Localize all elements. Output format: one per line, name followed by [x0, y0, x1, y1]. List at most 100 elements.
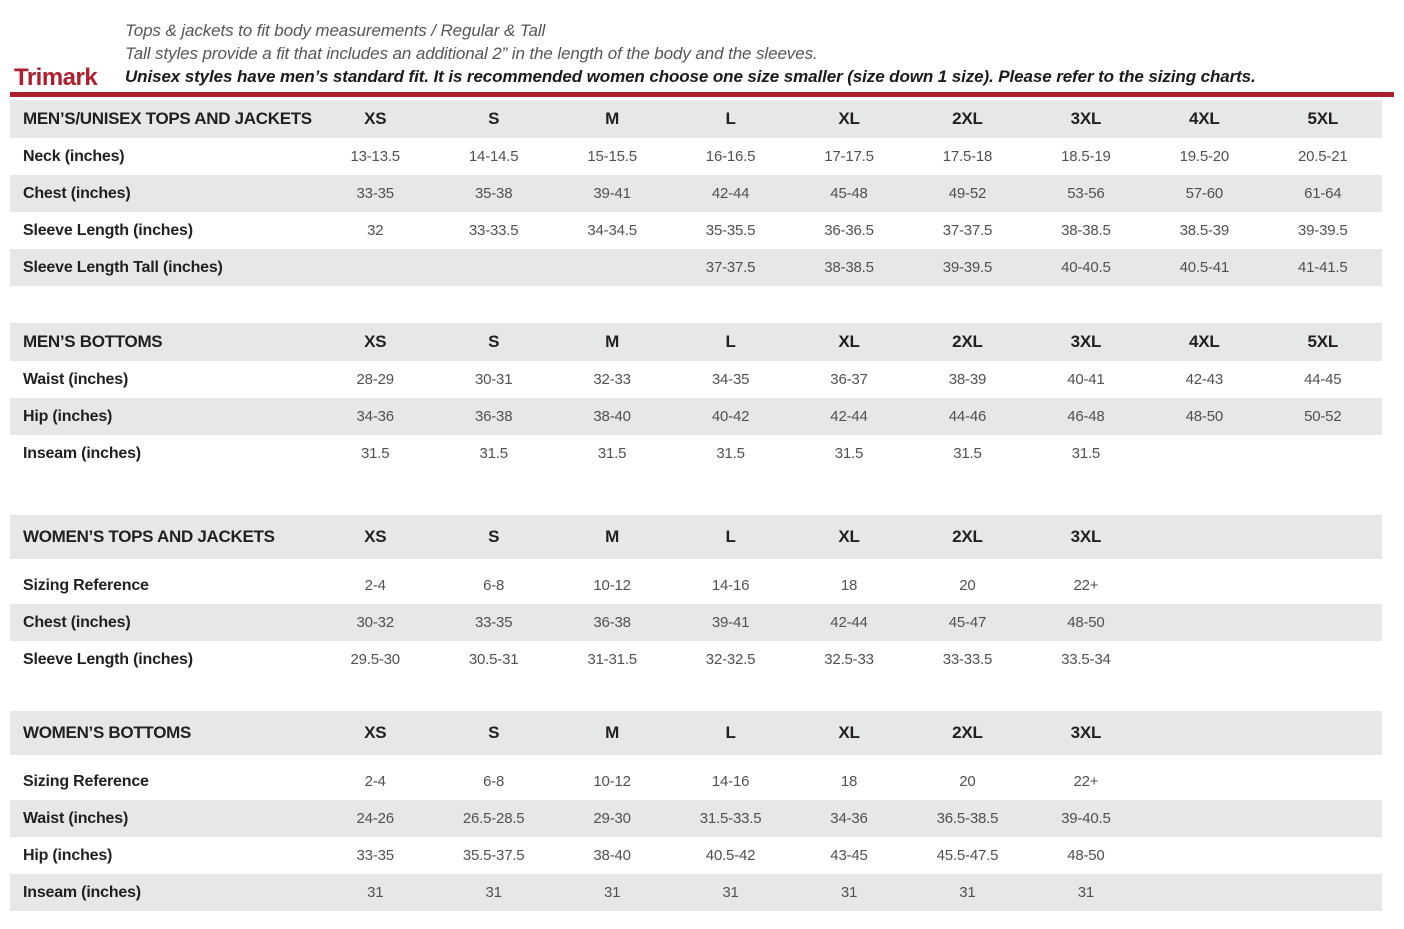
- size-value: 6-8: [483, 773, 505, 790]
- size-value: 20: [959, 577, 976, 594]
- size-value: 39-39.5: [942, 259, 993, 276]
- size-value: 17-17.5: [824, 148, 874, 165]
- size-value: 31: [722, 884, 739, 901]
- size-value: 13-13.5: [350, 148, 400, 165]
- table-row: Inseam (inches) 31.5 31.5 31.5 31.5 31.5 31.5 3…: [10, 435, 1382, 472]
- column-header: 3XL: [1070, 527, 1102, 546]
- size-value: 38-39: [948, 371, 987, 388]
- size-value: 31.5: [597, 445, 627, 462]
- size-value: 33.5-34: [1061, 651, 1111, 668]
- size-value: 40.5-41: [1179, 259, 1230, 276]
- size-value: 48-50: [1185, 408, 1224, 425]
- column-header: 5XL: [1307, 109, 1339, 128]
- size-value: 31: [840, 884, 858, 901]
- column-header: S: [488, 109, 500, 128]
- size-value: 31: [485, 884, 502, 901]
- column-header: XL: [838, 723, 860, 742]
- size-value: 36-38: [474, 408, 513, 425]
- size-value: 45-47: [948, 614, 987, 631]
- size-value: 33-35: [356, 847, 395, 864]
- size-value: 35-38: [474, 185, 513, 202]
- row-label: Sleeve Length (inches): [23, 221, 193, 239]
- size-value: 42-43: [1185, 371, 1224, 388]
- size-value: 20.5-21: [1298, 148, 1348, 165]
- size-value: 22+: [1073, 577, 1099, 594]
- size-value: 16-16.5: [705, 148, 756, 165]
- column-header: S: [488, 332, 500, 351]
- size-value: 29.5-30: [350, 651, 400, 668]
- size-table-3: WOMEN’S BOTTOMS XS S M L XL 2XL 3XL Sizing Refer…: [10, 711, 1382, 911]
- column-header: L: [725, 527, 736, 546]
- table-header-row: MEN’S/UNISEX TOPS AND JACKETS XS S M L XL 2XL 3…: [10, 100, 1382, 138]
- table-row: Chest (inches) 33-35 35-38 39-41 42-44 45-48 4…: [10, 175, 1382, 212]
- size-value: 44-46: [948, 408, 987, 425]
- row-label: Waist (inches): [23, 809, 129, 827]
- table-row: Waist (inches) 28-29 30-31 32-33 34-35 36-37 3…: [10, 361, 1382, 398]
- size-value: 33-35: [356, 185, 395, 202]
- size-value: 31.5-33.5: [699, 810, 762, 827]
- size-value: 32-33: [593, 371, 631, 388]
- size-value: 34-36: [830, 810, 868, 827]
- table-row: Inseam (inches) 31 31 31 31 31 31 31: [10, 874, 1382, 911]
- table-header-row: MEN’S BOTTOMS XS S M L XL 2XL 3XL 4XL 5XL: [10, 323, 1382, 361]
- column-header: S: [488, 527, 500, 546]
- column-header: L: [725, 332, 736, 351]
- column-header: 2XL: [952, 109, 983, 128]
- size-value: 42-44: [711, 185, 750, 202]
- size-value: 31.5: [361, 445, 390, 462]
- size-value: 39-40.5: [1061, 810, 1111, 827]
- size-value: 32.5-33: [824, 651, 874, 668]
- column-header: S: [488, 723, 500, 742]
- row-label: Waist (inches): [23, 370, 129, 388]
- column-header: 2XL: [952, 527, 983, 546]
- size-value: 40-42: [711, 408, 750, 425]
- row-label: Hip (inches): [23, 407, 113, 425]
- table-header-row: WOMEN’S BOTTOMS XS S M L XL 2XL 3XL: [10, 711, 1382, 755]
- size-value: 30.5-31: [468, 651, 519, 668]
- header-divider: [10, 92, 1394, 97]
- table-row: Sizing Reference 2-4 6-8 10-12 14-16 18 20 22+: [10, 567, 1382, 604]
- size-value: 10-12: [593, 577, 631, 594]
- size-value: 45.5-47.5: [936, 847, 999, 864]
- row-label: Sizing Reference: [23, 576, 149, 594]
- table-title: WOMEN’S TOPS AND JACKETS: [23, 527, 275, 546]
- row-label: Inseam (inches): [23, 883, 141, 901]
- intro-line-2: Tall styles provide a fit that includes …: [125, 44, 818, 63]
- row-label: Sizing Reference: [23, 772, 149, 790]
- size-value: 48-50: [1067, 614, 1105, 631]
- size-value: 42-44: [830, 614, 868, 631]
- table-title: WOMEN’S BOTTOMS: [23, 723, 192, 742]
- brand-logo: Trimark: [14, 64, 98, 91]
- column-header: M: [605, 332, 620, 351]
- size-value: 33-35: [474, 614, 513, 631]
- size-value: 31: [1077, 884, 1095, 901]
- size-value: 34-34.5: [587, 222, 637, 239]
- size-value: 31.5: [479, 445, 508, 462]
- size-value: 48-50: [1067, 847, 1105, 864]
- size-table-0: MEN’S/UNISEX TOPS AND JACKETS XS S M L XL 2XL 3…: [10, 100, 1382, 286]
- size-value: 31.5: [953, 445, 982, 462]
- row-label: Chest (inches): [23, 184, 131, 202]
- size-value: 31: [603, 884, 621, 901]
- table-title: MEN’S BOTTOMS: [23, 332, 163, 351]
- size-value: 53-56: [1067, 185, 1105, 202]
- size-value: 15-15.5: [587, 148, 637, 165]
- size-value: 50-52: [1304, 408, 1342, 425]
- size-value: 36-38: [593, 614, 631, 631]
- size-value: 10-12: [593, 773, 631, 790]
- size-value: 36-37: [830, 371, 868, 388]
- size-value: 38-40: [593, 408, 631, 425]
- table-row: Sleeve Length (inches) 29.5-30 30.5-31 31-3…: [10, 641, 1382, 678]
- size-value: 36.5-38.5: [936, 810, 999, 827]
- size-value: 49-52: [948, 185, 987, 202]
- intro-line-3: Unisex styles have men’s standard fit. I…: [125, 67, 1256, 86]
- row-label: Sleeve Length Tall (inches): [23, 258, 223, 276]
- size-value: 17.5-18: [942, 148, 993, 165]
- size-value: 20: [959, 773, 976, 790]
- size-table-2: WOMEN’S TOPS AND JACKETS XS S M L XL 2XL 3XL Siz…: [10, 515, 1382, 678]
- size-value: 22+: [1073, 773, 1099, 790]
- size-value: 39-41: [711, 614, 750, 631]
- column-header: 4XL: [1189, 332, 1220, 351]
- size-value: 28-29: [356, 371, 395, 388]
